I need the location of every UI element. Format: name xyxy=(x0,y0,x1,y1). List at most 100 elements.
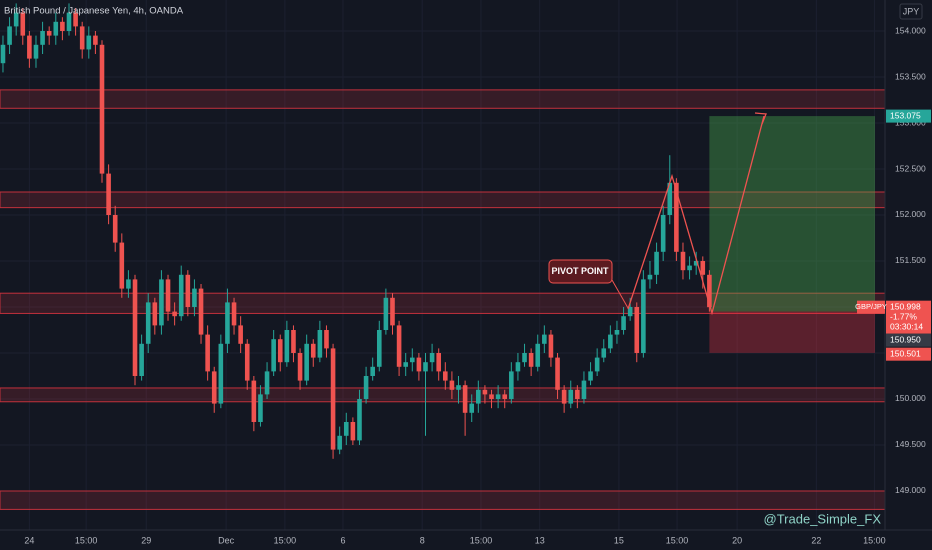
candle-body xyxy=(139,343,144,376)
candle-body xyxy=(608,334,613,349)
zigzag-drawing: PIVOT POINT xyxy=(548,112,767,316)
x-tick-label: 15:00 xyxy=(666,535,689,545)
candle-body xyxy=(343,421,349,436)
candle-body xyxy=(396,325,402,367)
symbol: GBP/JPY xyxy=(855,302,887,311)
target-label: 153.075 xyxy=(890,110,921,120)
zone xyxy=(0,490,886,510)
last-change: -1.77% xyxy=(890,311,917,321)
candle-body xyxy=(449,380,455,390)
candle-body xyxy=(132,279,138,376)
candle-body xyxy=(561,389,567,404)
candle-body xyxy=(251,380,257,422)
candle-body xyxy=(99,44,105,174)
candle-body xyxy=(93,35,98,45)
x-tick-label: 15:00 xyxy=(863,535,886,545)
y-tick-label: 153.500 xyxy=(895,71,926,81)
candle-body xyxy=(383,297,389,330)
candle-body xyxy=(79,26,85,50)
candle-body xyxy=(231,302,237,326)
zone xyxy=(0,387,886,403)
candle-body xyxy=(106,173,111,215)
candle-body xyxy=(258,394,263,422)
callout-box xyxy=(548,259,613,284)
watermark: @Trade_Simple_FX xyxy=(764,511,882,526)
candle-body xyxy=(495,394,501,399)
x-tick-label: 24 xyxy=(24,535,34,545)
candle-body xyxy=(304,343,309,381)
candle-body xyxy=(277,339,283,363)
x-tick-label: 15:00 xyxy=(274,535,297,545)
candle-body xyxy=(700,260,706,275)
symbol-box xyxy=(857,300,885,314)
x-tick-label: 15:00 xyxy=(470,535,493,545)
candle-body xyxy=(178,274,184,317)
candle-body xyxy=(621,316,626,330)
candle-body xyxy=(264,371,270,395)
last-price: 150.998 xyxy=(890,301,921,311)
candle-body xyxy=(363,375,369,399)
x-tick-label: 20 xyxy=(732,535,742,545)
candle-body xyxy=(409,357,415,363)
profit-zone xyxy=(709,116,875,312)
candle-body xyxy=(707,274,712,308)
y-tick-label: 151.500 xyxy=(895,255,926,265)
candle-body xyxy=(284,329,290,363)
candle-body xyxy=(555,357,560,390)
candle-body xyxy=(192,288,197,307)
candle-body xyxy=(667,182,673,215)
y-tick-label: 149.500 xyxy=(895,439,926,449)
candle-body xyxy=(73,12,78,27)
candle-body xyxy=(627,306,633,317)
candle-body xyxy=(60,21,65,32)
candle-body xyxy=(317,329,323,358)
y-tick-label: 154.000 xyxy=(895,25,926,35)
candle-body xyxy=(271,339,276,372)
candle-body xyxy=(489,394,494,399)
candle-body xyxy=(429,352,435,363)
candle-body xyxy=(462,385,468,413)
grid xyxy=(0,0,885,530)
candle-body xyxy=(482,389,488,395)
candle-body xyxy=(456,385,461,390)
currency-box xyxy=(899,3,923,20)
candle-body xyxy=(436,352,442,372)
x-tick-label: Dec xyxy=(218,535,235,545)
candle-body xyxy=(687,265,692,271)
candle-body xyxy=(198,288,204,335)
candle-body xyxy=(7,26,12,45)
currency: JPY xyxy=(903,6,920,16)
candle-body xyxy=(119,242,125,289)
zone xyxy=(0,89,886,109)
candle-body xyxy=(660,214,666,252)
candle-body xyxy=(337,435,342,450)
callout-text: PIVOT POINT xyxy=(551,266,609,276)
entry-label: 150.950 xyxy=(890,334,921,344)
candle-body xyxy=(172,311,177,317)
candle-body xyxy=(654,251,659,275)
x-tick-label: 8 xyxy=(420,535,425,545)
candle-body xyxy=(297,352,303,381)
candle-body xyxy=(693,260,699,266)
candle-body xyxy=(20,12,26,36)
candle-body xyxy=(225,302,230,344)
x-tick-label: 22 xyxy=(811,535,821,545)
candle-body xyxy=(126,279,131,289)
candle-body xyxy=(66,12,72,32)
chart-title: British Pound / Japanese Yen, 4h, OANDA xyxy=(4,6,184,17)
candle-body xyxy=(614,329,620,335)
y-tick-label: 149.000 xyxy=(895,485,926,495)
candle-body xyxy=(443,371,448,381)
candle-body xyxy=(680,251,686,271)
candle-body xyxy=(350,421,356,441)
candle-body xyxy=(324,329,329,349)
candle-body xyxy=(588,371,593,381)
stop-label: 150.501 xyxy=(890,348,921,358)
candle-body xyxy=(594,357,600,372)
candle-body xyxy=(46,31,52,36)
arrow-head xyxy=(754,112,767,125)
entry-label-box xyxy=(886,333,931,347)
